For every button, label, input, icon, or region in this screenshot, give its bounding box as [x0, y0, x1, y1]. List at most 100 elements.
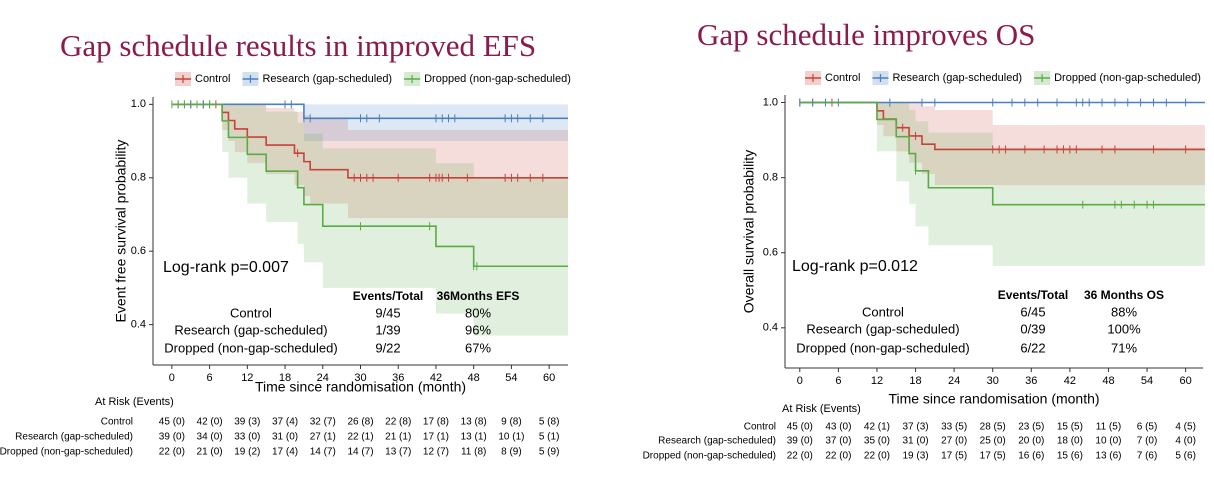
risk-cell: 33 (5)	[941, 422, 967, 433]
y-tick-label: 0.8	[763, 172, 778, 184]
risk-cell: 37 (3)	[902, 422, 928, 433]
events-cell: 1/39	[375, 322, 400, 337]
risk-cell: 22 (0)	[864, 451, 890, 462]
risk-cell: 34 (0)	[197, 432, 223, 443]
y-tick-label: 0.6	[131, 245, 146, 257]
y-tick-label: 0.8	[131, 172, 146, 184]
events-cell: 80%	[465, 305, 491, 320]
events-cell: 0/39	[1020, 321, 1045, 336]
risk-cell: 45 (0)	[787, 422, 813, 433]
risk-cell: 5 (6)	[1175, 451, 1196, 462]
confidence-band	[171, 104, 568, 142]
risk-cell: 42 (1)	[864, 422, 890, 433]
events-cell: 6/22	[1020, 340, 1045, 355]
risk-cell: 11 (5)	[1096, 422, 1121, 433]
risk-cell: 23 (5)	[1018, 422, 1044, 433]
survival-curve	[171, 103, 568, 179]
risk-cell: 22 (8)	[385, 417, 411, 428]
risk-row-name: Dropped (non-gap-scheduled)	[0, 447, 133, 458]
risk-cell: 5 (9)	[539, 447, 560, 458]
risk-cell: 39 (0)	[787, 436, 813, 447]
risk-cell: 13 (7)	[385, 447, 411, 458]
risk-cell: 4 (0)	[1175, 436, 1196, 447]
survival-curve	[799, 101, 1205, 206]
risk-cell: 16 (6)	[1018, 451, 1044, 462]
risk-cell: 37 (4)	[272, 417, 298, 428]
events-cell: Control	[862, 304, 904, 319]
risk-cell: 10 (0)	[1095, 436, 1121, 447]
confidence-band	[799, 102, 1205, 186]
events-cell: Control	[230, 305, 272, 320]
risk-cell: 7 (6)	[1137, 451, 1158, 462]
risk-cell: 26 (8)	[347, 417, 373, 428]
risk-cell: 21 (0)	[197, 447, 223, 458]
events-header: Events/Total	[998, 288, 1068, 302]
confidence-band	[171, 104, 568, 336]
events-cell: 67%	[465, 340, 491, 355]
legend-label: Research (gap-scheduled)	[892, 72, 1022, 84]
events-header: 36Months EFS	[437, 289, 520, 303]
risk-cell: 17 (8)	[423, 417, 449, 428]
events-cell: 71%	[1111, 340, 1137, 355]
risk-title: At Risk (Events)	[95, 396, 174, 408]
chart-title: Gap schedule results in improved EFS	[60, 28, 536, 63]
risk-row-name: Control	[744, 422, 776, 433]
legend-label: Control	[195, 73, 230, 85]
risk-row-name: Research (gap-scheduled)	[658, 436, 776, 447]
events-cell: Research (gap-scheduled)	[806, 321, 959, 336]
risk-cell: 28 (5)	[980, 422, 1006, 433]
x-axis-label: Time since randomisation (month)	[888, 391, 1099, 407]
x-tick-label: 24	[317, 372, 329, 384]
survival-curve	[799, 101, 1205, 151]
x-tick-label: 54	[1141, 375, 1153, 387]
risk-cell: 31 (0)	[902, 436, 928, 447]
events-cell: 9/22	[375, 340, 400, 355]
legend-label: Dropped (non-gap-scheduled)	[1054, 72, 1201, 84]
risk-cell: 9 (8)	[501, 417, 522, 428]
risk-cell: 33 (0)	[234, 432, 260, 443]
risk-cell: 17 (5)	[941, 451, 967, 462]
risk-row-name: Research (gap-scheduled)	[15, 432, 133, 443]
risk-cell: 11 (8)	[461, 447, 486, 458]
risk-cell: 8 (9)	[501, 447, 522, 458]
risk-cell: 39 (0)	[159, 432, 185, 443]
x-tick-label: 18	[279, 372, 291, 384]
y-tick-label: 0.4	[131, 319, 146, 331]
events-cell: Dropped (non-gap-scheduled)	[164, 340, 337, 355]
legend-label: Dropped (non-gap-scheduled)	[424, 73, 571, 85]
events-cell: Dropped (non-gap-scheduled)	[796, 340, 969, 355]
risk-cell: 22 (1)	[347, 432, 373, 443]
annotation: Log-rank p=0.012	[792, 258, 918, 275]
risk-row-name: Dropped (non-gap-scheduled)	[643, 451, 776, 462]
x-tick-label: 0	[797, 375, 803, 387]
x-axis-label: Time since randomisation (month)	[255, 379, 466, 395]
confidence-band	[171, 104, 568, 219]
risk-cell: 22 (0)	[825, 451, 851, 462]
risk-cell: 45 (0)	[159, 417, 185, 428]
x-tick-label: 0	[169, 372, 175, 384]
y-axis-label: Event free survival probability	[113, 140, 129, 323]
risk-cell: 19 (2)	[234, 447, 260, 458]
risk-cell: 27 (0)	[941, 436, 967, 447]
events-header: 36 Months OS	[1084, 288, 1164, 302]
risk-cell: 6 (5)	[1137, 422, 1158, 433]
x-tick-label: 18	[909, 375, 921, 387]
risk-cell: 21 (1)	[385, 432, 411, 443]
x-tick-label: 12	[241, 372, 253, 384]
risk-cell: 14 (7)	[347, 447, 373, 458]
x-tick-label: 60	[1180, 375, 1192, 387]
risk-cell: 22 (0)	[787, 451, 813, 462]
x-tick-label: 12	[871, 375, 883, 387]
risk-cell: 42 (0)	[197, 417, 223, 428]
risk-cell: 5 (1)	[539, 432, 560, 443]
x-tick-label: 6	[207, 372, 213, 384]
risk-cell: 25 (0)	[980, 436, 1006, 447]
risk-cell: 7 (0)	[1137, 436, 1158, 447]
x-tick-label: 60	[543, 372, 555, 384]
risk-cell: 15 (6)	[1057, 451, 1083, 462]
risk-cell: 12 (7)	[423, 447, 449, 458]
chart-title: Gap schedule improves OS	[697, 17, 1035, 52]
y-axis-label: Overall survival probability	[741, 150, 757, 313]
y-tick-label: 0.6	[763, 247, 778, 259]
risk-cell: 10 (1)	[498, 432, 524, 443]
